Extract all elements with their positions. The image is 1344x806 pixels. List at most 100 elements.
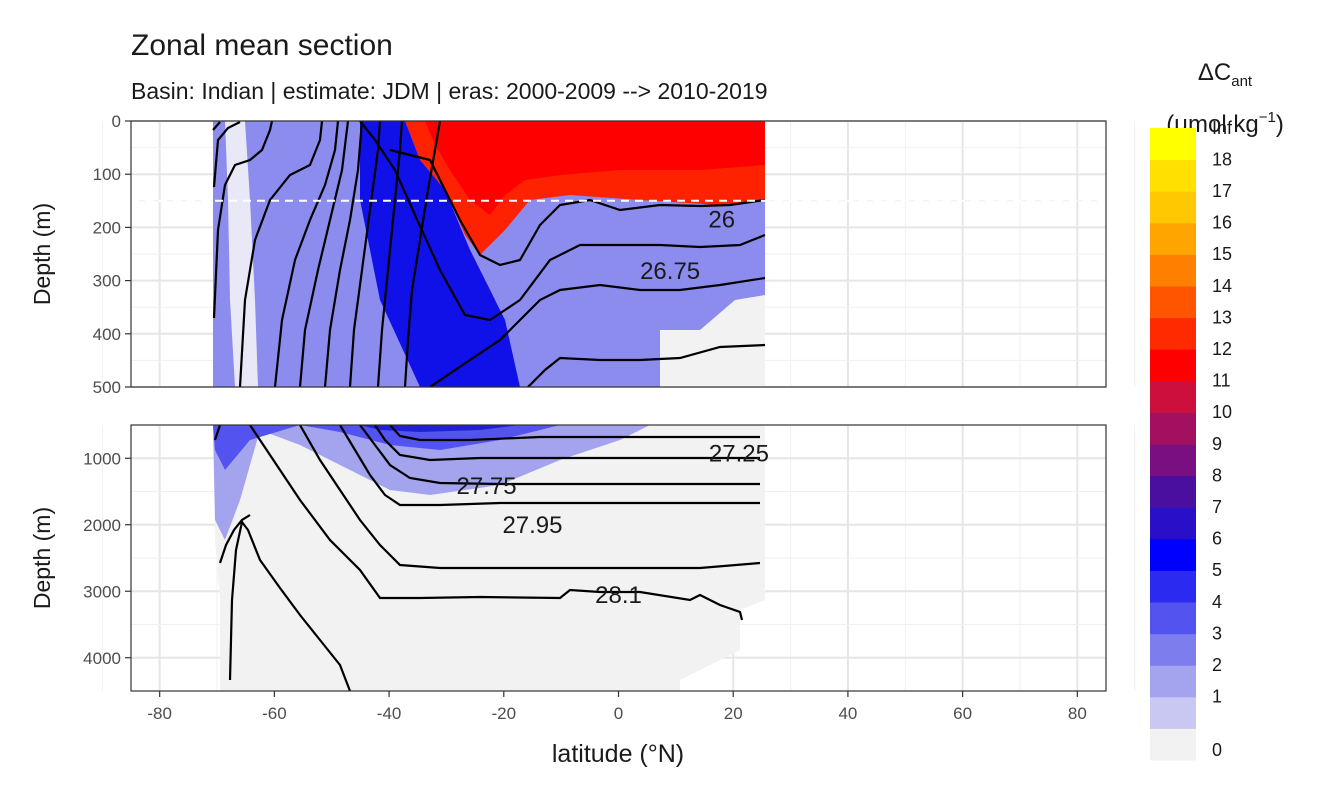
density-contour <box>213 425 222 441</box>
legend-swatch <box>1150 222 1196 255</box>
x-tick-label: -80 <box>147 704 172 723</box>
contour-label: 26 <box>708 206 735 233</box>
legend-title: ΔCant <box>1198 59 1253 90</box>
deep-blue-field <box>360 121 520 387</box>
density-contour <box>218 514 251 564</box>
contour-label: 27.25 <box>709 441 769 468</box>
legend-swatch <box>1150 570 1196 603</box>
legend-swatch <box>1150 191 1196 224</box>
legend-swatch <box>1150 380 1196 413</box>
x-tick-label: 80 <box>1068 704 1087 723</box>
legend-swatch <box>1150 728 1196 761</box>
density-contour <box>389 425 760 442</box>
y-tick-label: 0 <box>112 112 121 131</box>
x-tick-label: 20 <box>724 704 743 723</box>
legend-swatch <box>1150 286 1196 319</box>
x-tick-label: 60 <box>953 704 972 723</box>
legend-swatch <box>1150 475 1196 508</box>
density-contour <box>527 343 766 387</box>
legend-level-label: Inf <box>1212 118 1233 138</box>
legend-swatch <box>1150 254 1196 287</box>
legend-level-label: 16 <box>1212 213 1232 233</box>
legend-level-label: 0 <box>1212 740 1222 760</box>
legend-level-label: 10 <box>1212 402 1232 422</box>
legend-level-label: 2 <box>1212 655 1222 675</box>
legend-swatch <box>1150 349 1196 382</box>
left-white-field <box>225 121 258 387</box>
density-contour <box>212 121 241 188</box>
legend-swatch <box>1150 507 1196 540</box>
legend-level-label: 8 <box>1212 465 1222 485</box>
chart-title: Zonal mean section <box>131 29 393 62</box>
lower-grey-field <box>213 425 765 691</box>
legend-level-label: 1 <box>1212 687 1222 707</box>
chart-subtitle: Basin: Indian | estimate: JDM | eras: 20… <box>131 78 768 104</box>
x-tick-label: 0 <box>614 704 623 723</box>
density-contour <box>374 425 760 462</box>
density-contour <box>323 121 364 387</box>
lower-panel: 27.25 27.75 27.95 28.1 1000 2000 3000 4000 Dep… <box>29 424 1136 692</box>
legend-level-label: 11 <box>1212 371 1231 391</box>
density-contour <box>389 148 766 267</box>
legend-swatch <box>1150 602 1196 635</box>
density-contour <box>212 121 274 319</box>
contour-label: 28.1 <box>595 582 642 609</box>
upper-panel: 26 26.75 0 100 200 300 400 500 Depth (m) <box>29 112 1136 397</box>
legend-swatch <box>1150 696 1196 729</box>
legend-level-label: 15 <box>1212 244 1232 264</box>
density-contour <box>429 276 766 387</box>
y-tick-label: 100 <box>93 165 121 184</box>
legend-level-label: 6 <box>1212 529 1222 549</box>
y-tick-label: 4000 <box>83 649 121 668</box>
legend-level-label: 7 <box>1212 497 1222 517</box>
legend-level-label: 5 <box>1212 560 1222 580</box>
y-axis-label-upper: Depth (m) <box>29 203 55 305</box>
density-contour <box>299 425 761 570</box>
x-tick-label: 40 <box>838 704 857 723</box>
density-contour <box>212 121 221 131</box>
density-contour <box>273 121 340 387</box>
legend-swatch <box>1150 159 1196 192</box>
surface-red-field <box>425 121 765 215</box>
density-contour <box>376 121 404 387</box>
density-contour <box>298 121 350 387</box>
legend-swatch <box>1150 665 1196 698</box>
legend-level-label: 9 <box>1212 434 1222 454</box>
legend: ΔCant (μmol kg−1) 0123456789101112131415… <box>1150 59 1284 761</box>
x-tick-label: -40 <box>377 704 402 723</box>
density-contour <box>359 121 766 322</box>
legend-level-label: 12 <box>1212 339 1232 359</box>
legend-swatch <box>1150 633 1196 666</box>
lower-dark-blue-field <box>360 425 520 432</box>
legend-swatch <box>1150 128 1196 161</box>
density-contour <box>403 121 442 387</box>
x-tick-label: -20 <box>492 704 517 723</box>
contour-label: 27.75 <box>457 473 517 500</box>
y-tick-label: 500 <box>93 378 121 397</box>
y-tick-label: 2000 <box>83 516 121 535</box>
contour-label: 26.75 <box>640 258 700 285</box>
legend-swatch <box>1150 412 1196 445</box>
x-axis-label: latitude (°N) <box>552 740 684 768</box>
legend-level-label: 18 <box>1212 149 1232 169</box>
density-contour <box>238 121 324 387</box>
density-contour <box>228 519 352 691</box>
legend-level-label: 13 <box>1212 307 1232 327</box>
density-contour <box>249 425 744 621</box>
legend-level-label: 3 <box>1212 623 1222 643</box>
right-grey-field <box>660 295 765 387</box>
y-tick-label: 400 <box>93 325 121 344</box>
legend-swatch <box>1150 317 1196 350</box>
x-tick-label: -60 <box>262 704 287 723</box>
legend-level-label: 4 <box>1212 592 1222 612</box>
y-tick-label: 300 <box>93 272 121 291</box>
density-contour <box>339 425 760 507</box>
legend-level-label: 14 <box>1212 276 1232 296</box>
y-axis-label-lower: Depth (m) <box>29 507 55 609</box>
legend-swatch <box>1150 444 1196 477</box>
y-tick-label: 3000 <box>83 582 121 601</box>
y-tick-label: 200 <box>93 218 121 237</box>
lower-mid-blue-field <box>213 425 560 470</box>
legend-level-label: 17 <box>1212 181 1232 201</box>
